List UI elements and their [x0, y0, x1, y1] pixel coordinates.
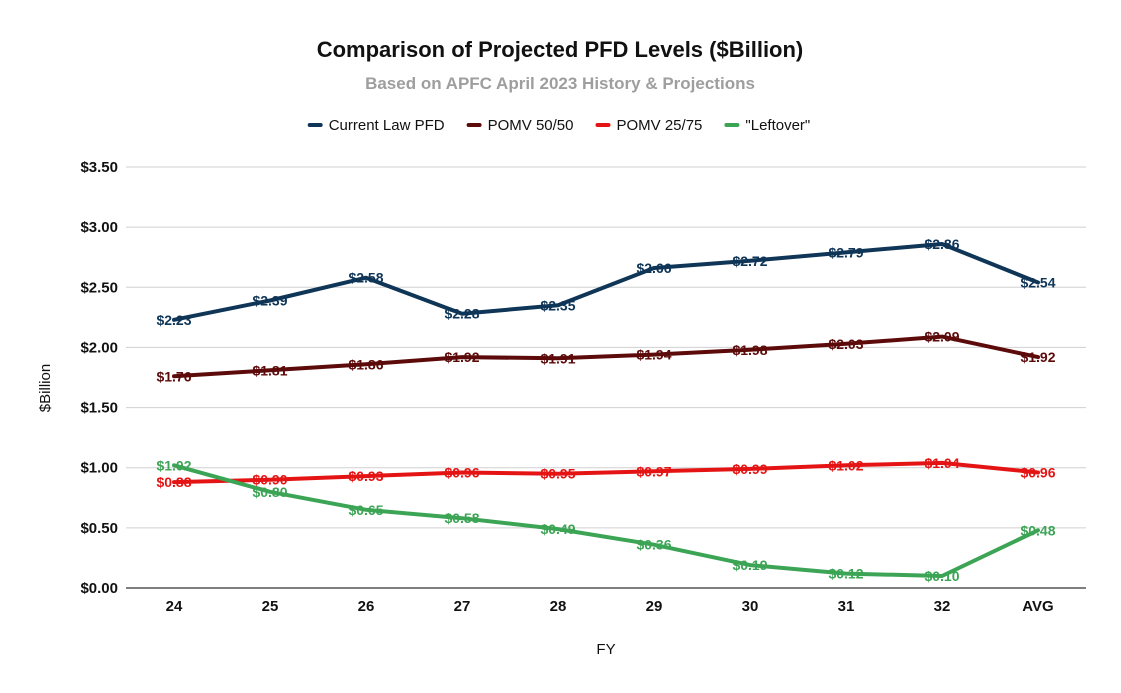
x-tick-label: 24: [166, 598, 183, 615]
data-label: $1.92: [1020, 349, 1055, 365]
x-tick-label: 32: [934, 598, 951, 615]
x-tick-label: 30: [742, 598, 759, 615]
y-axis-label: $Billion: [37, 364, 54, 412]
data-label: $1.76: [156, 368, 191, 384]
data-label: $0.48: [1020, 522, 1055, 538]
legend-label: POMV 50/50: [488, 117, 574, 134]
legend-item-4: "Leftover": [724, 117, 810, 134]
data-label: $0.93: [348, 468, 383, 484]
x-tick-label: 25: [262, 598, 279, 615]
data-label: $0.49: [540, 521, 575, 537]
data-label: $2.66: [636, 260, 671, 276]
series-lines: [172, 242, 1040, 578]
x-axis-ticks: 24 25 26 27 28 29 30 31 32 AVG: [166, 598, 1054, 615]
data-label: $2.58: [348, 270, 383, 286]
series-line-2: [172, 334, 1040, 379]
data-label: $1.92: [444, 349, 479, 365]
data-label: $2.79: [828, 244, 863, 260]
legend-label: POMV 25/75: [617, 117, 703, 134]
gridlines: [126, 166, 1086, 589]
data-label: $2.72: [732, 253, 767, 269]
data-label: $2.54: [1020, 274, 1055, 290]
x-tick-label: 26: [358, 598, 375, 615]
data-label: $2.03: [828, 336, 863, 352]
series-line-1: [172, 242, 1040, 322]
data-label: $1.91: [540, 350, 575, 366]
data-label: $1.04: [924, 455, 959, 471]
data-label: $2.28: [444, 306, 479, 322]
y-tick-label: $3.00: [80, 219, 118, 236]
data-label: $2.09: [924, 329, 959, 345]
legend-item-1: Current Law PFD: [307, 117, 445, 134]
series-line-4: [172, 463, 1040, 578]
x-tick-label: 31: [838, 598, 855, 615]
data-label: $0.58: [444, 510, 479, 526]
data-label: $2.86: [924, 236, 959, 252]
data-label: $0.95: [540, 466, 575, 482]
x-tick-label: 29: [646, 598, 663, 615]
data-label: $0.80: [252, 484, 287, 500]
data-label: $0.97: [636, 463, 671, 479]
data-label: $1.86: [348, 356, 383, 372]
data-label: $0.96: [444, 465, 479, 481]
chart-subtitle: Based on APFC April 2023 History & Proje…: [365, 74, 755, 93]
y-tick-label: $1.50: [80, 400, 118, 417]
data-label: $1.81: [252, 362, 287, 378]
y-tick-label: $2.50: [80, 279, 118, 296]
chart-title: Comparison of Projected PFD Levels ($Bil…: [317, 37, 804, 62]
legend-label: "Leftover": [745, 117, 810, 134]
data-label: $1.98: [732, 342, 767, 358]
data-label: $0.12: [828, 566, 863, 582]
data-label: $1.02: [156, 457, 191, 473]
legend: Current Law PFD POMV 50/50 POMV 25/75 "Left…: [307, 117, 810, 134]
data-label: $0.65: [348, 502, 383, 518]
legend-item-2: POMV 50/50: [466, 117, 574, 134]
data-label: $0.19: [732, 557, 767, 573]
data-label: $2.35: [540, 297, 575, 313]
data-label: $0.99: [732, 461, 767, 477]
data-label: $1.02: [828, 457, 863, 473]
legend-label: Current Law PFD: [329, 117, 445, 134]
data-label: $0.36: [636, 537, 671, 553]
data-label: $1.94: [636, 347, 671, 363]
legend-item-3: POMV 25/75: [595, 117, 703, 134]
data-label: $2.39: [252, 293, 287, 309]
series-line-3: [172, 460, 1040, 485]
data-labels: $2.23 $2.39 $2.58 $2.28 $2.35 $2.66 $2.72 $2.79…: [156, 236, 1055, 584]
y-tick-label: $0.00: [80, 580, 118, 597]
y-axis-ticks: $0.00 $0.50 $1.00 $1.50 $2.00 $2.50 $3.00 $3.50: [80, 159, 118, 597]
data-label: $2.23: [156, 312, 191, 328]
y-tick-label: $2.00: [80, 339, 118, 356]
data-label: $0.96: [1020, 465, 1055, 481]
data-label: $0.88: [156, 474, 191, 490]
x-tick-label: 27: [454, 598, 471, 615]
y-tick-label: $1.00: [80, 460, 118, 477]
y-tick-label: $0.50: [80, 520, 118, 537]
x-axis-label: FY: [596, 641, 615, 658]
data-label: $0.10: [924, 568, 959, 584]
data-label: $0.90: [252, 472, 287, 488]
x-tick-label: AVG: [1022, 598, 1053, 615]
x-tick-label: 28: [550, 598, 567, 615]
y-tick-label: $3.50: [80, 159, 118, 176]
